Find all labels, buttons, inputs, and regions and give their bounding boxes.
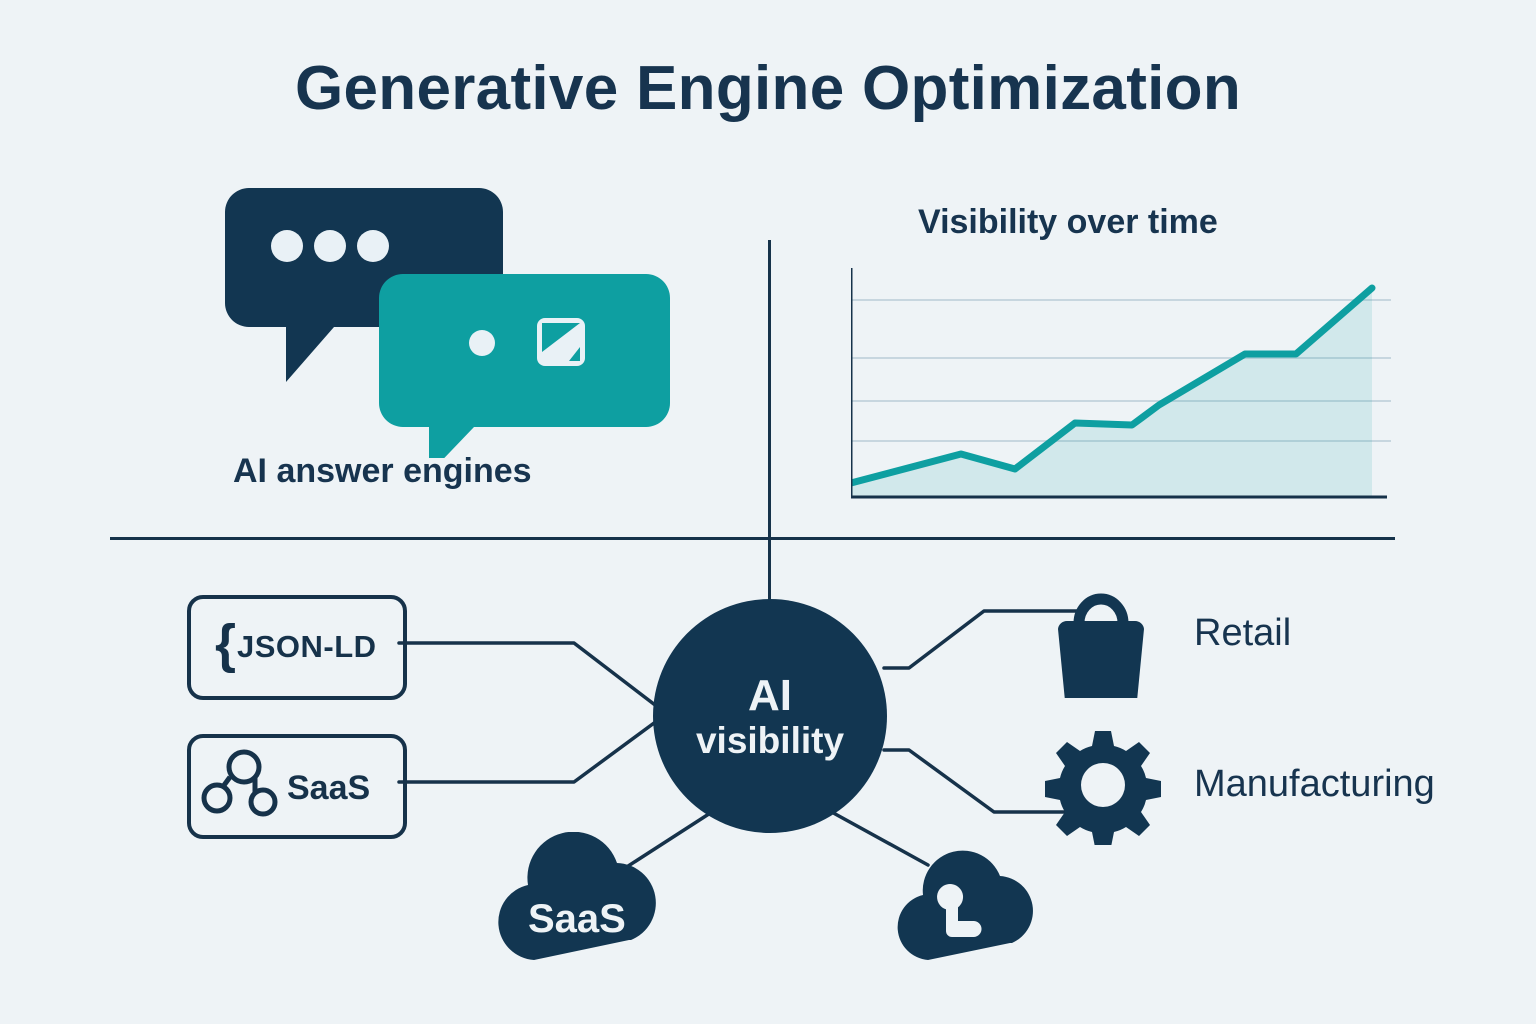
svg-text:SaaS: SaaS	[528, 897, 626, 941]
